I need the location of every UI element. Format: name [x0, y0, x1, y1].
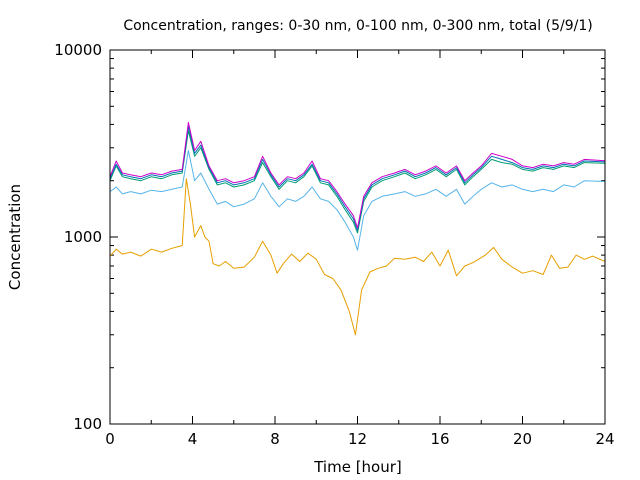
- y-tick-label-0: 100: [73, 415, 102, 433]
- series-line-0: [109, 178, 606, 336]
- y-tick-label-1: 1000: [64, 228, 102, 246]
- series-line-4: [109, 121, 606, 229]
- y-axis-label: Concentration: [6, 184, 24, 290]
- x-tick-label-4: 16: [430, 430, 449, 448]
- chart-title: Concentration, ranges: 0-30 nm, 0-100 nm…: [123, 18, 592, 34]
- x-tick-label-3: 12: [348, 430, 367, 448]
- x-axis-label: Time [hour]: [313, 458, 402, 476]
- series-layer: [109, 121, 606, 336]
- x-tick-label-0: 0: [105, 430, 115, 448]
- x-tick-label-6: 24: [595, 430, 614, 448]
- y-tick-label-2: 10000: [54, 41, 102, 59]
- series-line-1: [109, 150, 606, 251]
- axis-ticks: 0 4 8 12 16 20 24 100 1000 10000: [54, 41, 614, 448]
- series-line-2: [109, 130, 606, 234]
- x-tick-label-5: 20: [513, 430, 532, 448]
- x-tick-label-1: 4: [188, 430, 198, 448]
- plot-frame: [109, 49, 606, 425]
- series-line-3: [109, 126, 606, 232]
- x-tick-label-2: 8: [270, 430, 280, 448]
